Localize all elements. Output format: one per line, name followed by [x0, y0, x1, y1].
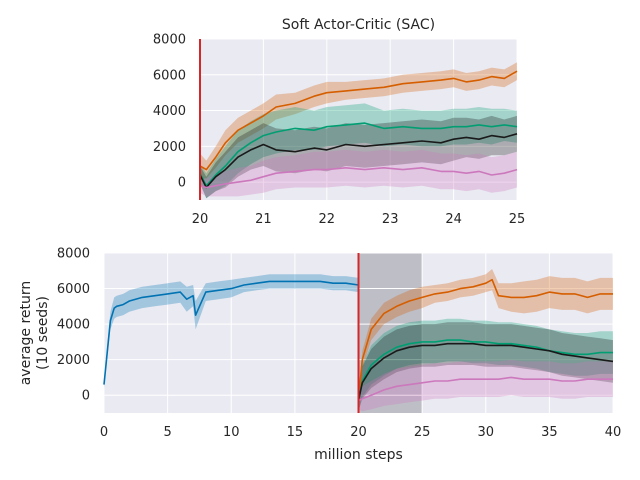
series-line-0 [199, 70, 518, 171]
x-tick-label: 25 [509, 212, 526, 227]
x-tick-label: 5 [163, 425, 171, 440]
xticks-top: 20 21 22 23 24 25 [192, 212, 526, 227]
x-axis-label: million steps [314, 447, 403, 463]
y-axis-label-line2: (10 seeds) [35, 296, 51, 370]
y-tick-label: 2000 [57, 353, 90, 368]
y-tick-label: 4000 [57, 318, 90, 333]
series-band-1 [200, 103, 517, 199]
series-band-3 [358, 322, 613, 412]
series-line-0 [103, 280, 359, 385]
x-tick-label: 23 [382, 212, 399, 227]
y-tick-label: 8000 [153, 33, 186, 48]
y-tick-label: 2000 [153, 140, 186, 155]
bands-top [200, 62, 517, 199]
x-tick-label: 25 [414, 425, 431, 440]
x-tick-label: 21 [255, 212, 272, 227]
yticks-top: 8000 6000 4000 2000 0 [153, 33, 186, 191]
chart-sac: 8000 6000 4000 2000 0 20 21 22 23 24 25 Soft Acto… [153, 17, 525, 227]
series-line-1 [199, 122, 518, 187]
x-tick-label: 15 [287, 425, 304, 440]
series-band-2 [200, 115, 517, 199]
y-tick-label: 6000 [153, 68, 186, 83]
shaded-region-rect [358, 253, 423, 413]
x-tick-label: 10 [223, 425, 240, 440]
y-tick-label: 4000 [153, 104, 186, 119]
x-tick-label: 20 [192, 212, 209, 227]
x-tick-label: 35 [541, 425, 558, 440]
xticks-bottom: 0 5 10 15 20 25 30 35 40 [100, 425, 621, 440]
y-tick-label: 8000 [57, 247, 90, 262]
x-tick-label: 40 [605, 425, 622, 440]
series-band-1 [358, 269, 613, 410]
lines-bottom [103, 278, 614, 402]
series-line-2 [357, 339, 613, 401]
series-line-2 [199, 133, 518, 189]
x-tick-label: 22 [319, 212, 336, 227]
grid-top [199, 38, 518, 200]
y-tick-label: 0 [82, 389, 90, 404]
y-tick-label: 6000 [57, 282, 90, 297]
series-band-0 [104, 274, 359, 389]
y-tick-label: 0 [178, 176, 186, 191]
series-line-3 [199, 167, 518, 189]
x-tick-label: 0 [100, 425, 108, 440]
series-line-1 [357, 278, 613, 401]
x-tick-label: 20 [350, 425, 367, 440]
x-tick-label: 24 [445, 212, 462, 227]
yticks-bottom: 8000 6000 4000 2000 0 [57, 247, 90, 404]
chart-title: Soft Actor-Critic (SAC) [282, 17, 435, 33]
series-line-3 [357, 342, 614, 401]
y-axis-label-line1: average return [18, 281, 34, 386]
series-band-0 [200, 62, 517, 179]
series-band-3 [200, 149, 517, 197]
lines-top [199, 70, 518, 189]
series-band-4 [358, 359, 613, 412]
series-line-4 [358, 376, 613, 402]
x-tick-label: 30 [477, 425, 494, 440]
shaded-region [358, 253, 423, 413]
chart-full: 8000 6000 4000 2000 0 0 5 10 15 20 25 30 35 40 milli… [18, 247, 621, 464]
